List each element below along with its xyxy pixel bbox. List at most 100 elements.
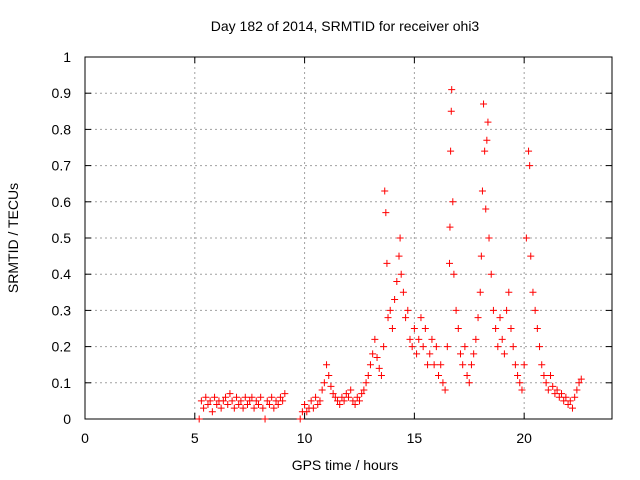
data-point	[243, 401, 251, 409]
data-point	[230, 404, 238, 412]
data-point	[235, 401, 243, 409]
data-point	[435, 372, 443, 380]
data-point	[369, 350, 377, 358]
data-point	[208, 408, 216, 416]
x-tick-label: 20	[516, 430, 532, 446]
data-point	[573, 386, 581, 394]
data-point	[449, 198, 457, 206]
data-point	[259, 404, 267, 412]
data-point	[489, 306, 497, 314]
data-point	[248, 393, 256, 401]
data-point	[353, 393, 361, 401]
data-point	[459, 361, 467, 369]
data-point	[441, 386, 449, 394]
data-point	[560, 397, 568, 405]
data-point	[202, 393, 210, 401]
data-point	[325, 372, 333, 380]
data-point	[421, 325, 429, 332]
data-point	[206, 397, 214, 405]
data-point	[219, 397, 227, 405]
data-point	[483, 136, 491, 144]
grid-layer	[85, 57, 612, 419]
data-point	[426, 350, 434, 358]
data-point	[503, 306, 511, 314]
data-point	[334, 397, 342, 405]
data-point	[309, 404, 317, 412]
data-point	[362, 379, 370, 387]
data-point	[239, 404, 247, 412]
data-point	[274, 401, 282, 409]
data-point	[399, 288, 407, 296]
data-point	[213, 401, 221, 409]
data-point	[461, 343, 469, 351]
y-tick-label: 0.2	[52, 339, 72, 355]
chart-title: Day 182 of 2014, SRMTID for receiver ohi…	[211, 18, 480, 34]
data-point	[195, 415, 203, 423]
data-point	[272, 397, 280, 405]
data-point	[432, 343, 440, 351]
data-point	[364, 372, 372, 380]
data-point	[480, 100, 488, 108]
data-point	[349, 397, 357, 405]
data-point	[476, 288, 484, 296]
data-point	[443, 343, 451, 351]
data-point	[538, 361, 546, 369]
data-point	[465, 379, 473, 387]
data-point	[366, 361, 374, 369]
data-point	[307, 397, 315, 405]
data-point	[237, 397, 245, 405]
data-point	[448, 86, 456, 94]
data-point	[481, 147, 489, 155]
y-tick-label: 0.9	[52, 85, 72, 101]
data-point	[536, 343, 544, 351]
data-point	[555, 393, 563, 401]
y-tick-label: 0.4	[52, 266, 72, 282]
data-point	[228, 397, 236, 405]
data-point	[261, 415, 269, 423]
data-point	[540, 372, 548, 380]
data-point	[514, 372, 522, 380]
data-point	[336, 401, 344, 409]
data-point	[525, 147, 533, 155]
data-point	[500, 350, 508, 358]
data-point	[496, 314, 504, 322]
data-point	[437, 361, 445, 369]
data-point	[373, 353, 381, 361]
data-point	[338, 393, 346, 401]
data-point	[197, 397, 205, 405]
data-point	[316, 397, 324, 405]
x-axis-label: GPS time / hours	[292, 457, 399, 473]
data-point	[371, 335, 379, 343]
data-point	[204, 401, 212, 409]
data-point	[566, 397, 574, 405]
data-point	[526, 162, 534, 170]
data-point	[250, 404, 258, 412]
data-point	[478, 187, 486, 195]
data-point	[474, 314, 482, 322]
data-point	[224, 401, 232, 409]
data-point	[505, 288, 513, 296]
data-point	[509, 343, 517, 351]
data-point	[276, 393, 284, 401]
data-point	[439, 379, 447, 387]
y-tick-label: 0.1	[52, 375, 72, 391]
data-point	[323, 361, 331, 369]
data-point	[549, 382, 557, 390]
data-point	[375, 364, 383, 372]
data-point	[410, 325, 418, 332]
data-point	[456, 350, 464, 358]
x-tick-label: 5	[191, 430, 199, 446]
data-point	[487, 270, 495, 278]
data-point	[482, 205, 490, 213]
data-point	[527, 252, 535, 260]
data-point	[211, 393, 219, 401]
data-point	[382, 209, 390, 217]
y-tick-label: 0.8	[52, 121, 72, 137]
data-point	[331, 393, 339, 401]
data-point	[301, 401, 309, 409]
data-point	[360, 386, 368, 394]
y-axis-label: SRMTID / TECUs	[5, 183, 21, 293]
data-point	[340, 397, 348, 405]
data-point	[320, 379, 328, 387]
data-point	[246, 397, 254, 405]
